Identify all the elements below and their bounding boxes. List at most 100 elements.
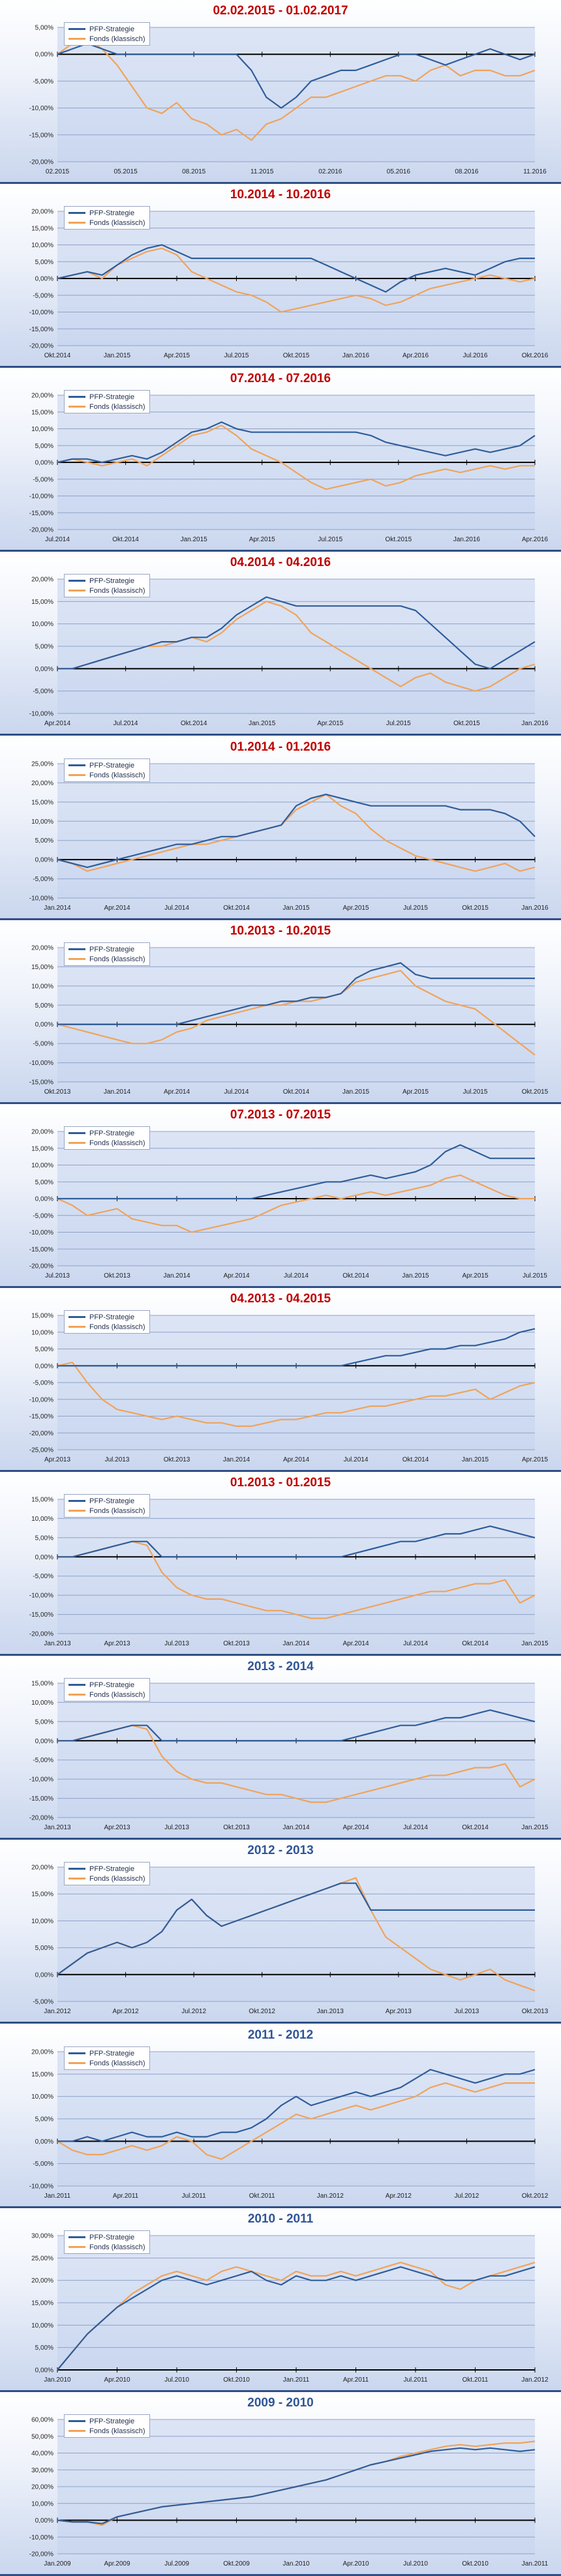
series-line-strategy (57, 2447, 536, 2524)
y-tick-label: 0,00% (35, 1971, 53, 1979)
legend-swatch (68, 1132, 85, 1134)
x-tick-label: Okt.2014 (181, 720, 207, 727)
chart-title: 10.2014 - 10.2016 (230, 188, 331, 202)
legend-entry: PFP-Strategie (68, 1864, 145, 1874)
legend-swatch (68, 1878, 85, 1880)
legend-entry: Fonds (klassisch) (68, 1506, 145, 1516)
legend-entry: Fonds (klassisch) (68, 1690, 145, 1700)
y-tick-label: -10,00% (29, 1060, 53, 1067)
series-line-fund (57, 1540, 536, 1619)
y-tick-label: 0,00% (35, 1738, 53, 1745)
panel-divider (0, 1470, 561, 1472)
y-tick-label: -5,00% (33, 1999, 53, 2006)
y-tick-label: 0,00% (35, 1554, 53, 1561)
legend-swatch (68, 590, 85, 592)
x-tick-label: Apr.2015 (317, 720, 343, 727)
x-tick-label: Okt.2011 (462, 2376, 489, 2384)
legend-label: PFP-Strategie (89, 945, 135, 953)
legend-swatch (68, 2420, 85, 2422)
x-tick-label: Okt.2013 (223, 1640, 250, 1647)
legend-label: PFP-Strategie (89, 1865, 135, 1873)
x-tick-label: 05.2015 (114, 168, 138, 175)
series-line-strategy (57, 1144, 535, 1200)
x-tick-label: Okt.2015 (283, 352, 310, 359)
series-line-strategy (57, 596, 536, 670)
y-tick-label: 25,00% (31, 2255, 53, 2262)
x-tick-label: Apr.2011 (343, 2376, 369, 2384)
x-tick-label: Okt.2015 (453, 720, 480, 727)
y-tick-label: 20,00% (31, 209, 53, 216)
x-tick-label: Okt.2013 (164, 1456, 190, 1463)
chart-title: 2010 - 2011 (247, 2212, 314, 2226)
chart-panel: 07.2014 - 07.2016 20,00% 15,00% 10,00% 5,00%… (0, 368, 561, 552)
x-tick-label: Okt.2013 (522, 2008, 549, 2015)
panel-divider (0, 2574, 561, 2576)
x-tick-label: Jan.2015 (249, 720, 276, 727)
x-tick-label: Apr.2015 (462, 1272, 488, 1280)
y-tick-label: 10,00% (31, 2093, 53, 2101)
x-tick-label: Jul.2013 (164, 1640, 189, 1647)
x-tick-label: Okt.2015 (386, 536, 412, 543)
x-tick-label: Jan.2014 (223, 1456, 250, 1463)
y-tick-label: -15,00% (29, 132, 53, 139)
y-tick-label: -5,00% (33, 688, 53, 695)
legend-label: Fonds (klassisch) (89, 2427, 145, 2435)
chart-panel: 07.2013 - 07.2015 20,00% 15,00% 10,00% 5,00%… (0, 1104, 561, 1288)
panel-divider (0, 2022, 561, 2024)
x-tick-label: Jul.2010 (164, 2376, 189, 2384)
plot-area (57, 1867, 535, 2001)
y-tick-label: -15,00% (29, 1413, 53, 1420)
x-tick-label: Jan.2015 (282, 905, 310, 912)
chart-panel: 01.2014 - 01.2016 25,00% 20,00% 15,00% 10,00… (0, 736, 561, 920)
x-tick-label: Apr.2013 (104, 1824, 130, 1831)
y-tick-label: -20,00% (29, 343, 53, 350)
x-tick-label: Jan.2009 (44, 2560, 71, 2568)
legend-entry: Fonds (klassisch) (68, 954, 145, 964)
legend-entry: PFP-Strategie (68, 24, 145, 34)
y-tick-label: -20,00% (29, 1631, 53, 1638)
y-tick-label: 10,00% (31, 2322, 53, 2329)
y-tick-label: 0,00% (35, 2517, 53, 2524)
x-tick-label: Okt.2014 (462, 1824, 489, 1831)
chart-title: 01.2013 - 01.2015 (230, 1476, 331, 1490)
legend-swatch (68, 2236, 85, 2238)
x-tick-label: Jul.2014 (224, 1088, 249, 1096)
x-tick-label: Jul.2011 (403, 2376, 428, 2384)
legend-entry: Fonds (klassisch) (68, 34, 145, 44)
y-tick-label: 5,00% (35, 443, 53, 450)
x-tick-label: Jul.2014 (403, 1824, 428, 1831)
x-tick-label: Jan.2016 (453, 536, 481, 543)
series-line-fund (57, 793, 536, 872)
series-line-strategy (57, 2266, 536, 2371)
x-tick-label: Jan.2012 (44, 2008, 71, 2015)
legend-swatch (68, 1684, 85, 1686)
legend-swatch (68, 406, 85, 408)
legend-swatch (68, 1316, 85, 1318)
y-tick-label: 5,00% (35, 25, 53, 32)
x-tick-label: Okt.2013 (104, 1272, 130, 1280)
line-chart: 20,00% 15,00% 10,00% 5,00% 0,00% -5,00% -10,00… (29, 1129, 548, 1280)
legend-label: Fonds (klassisch) (89, 586, 145, 595)
y-tick-label: 0,00% (35, 52, 53, 59)
y-tick-label: -15,00% (29, 1246, 53, 1253)
legend-label: Fonds (klassisch) (89, 1139, 145, 1147)
x-tick-label: Jul.2015 (523, 1272, 547, 1280)
x-tick-label: Jan.2015 (521, 1824, 549, 1831)
y-tick-label: 15,00% (31, 2071, 53, 2078)
y-tick-label: 15,00% (31, 409, 53, 416)
x-tick-label: Apr.2013 (44, 1456, 70, 1463)
series-line-strategy (57, 1709, 536, 1742)
y-tick-label: -5,00% (33, 876, 53, 883)
legend: PFP-Strategie Fonds (klassisch) (64, 1126, 150, 1150)
y-tick-label: -10,00% (29, 1776, 53, 1784)
legend-label: PFP-Strategie (89, 1313, 135, 1321)
x-tick-label: 11.2015 (250, 168, 274, 175)
x-tick-label: Apr.2014 (342, 1640, 369, 1647)
y-tick-label: 30,00% (31, 2467, 53, 2474)
series-line-fund (57, 425, 535, 490)
line-chart: 20,00% 15,00% 10,00% 5,00% 0,00% -5,00% -10,00… (29, 945, 549, 1096)
legend-swatch (68, 2246, 85, 2248)
plot-area (57, 1683, 535, 1818)
y-tick-label: 10,00% (31, 621, 53, 628)
x-tick-label: Jan.2014 (44, 905, 71, 912)
